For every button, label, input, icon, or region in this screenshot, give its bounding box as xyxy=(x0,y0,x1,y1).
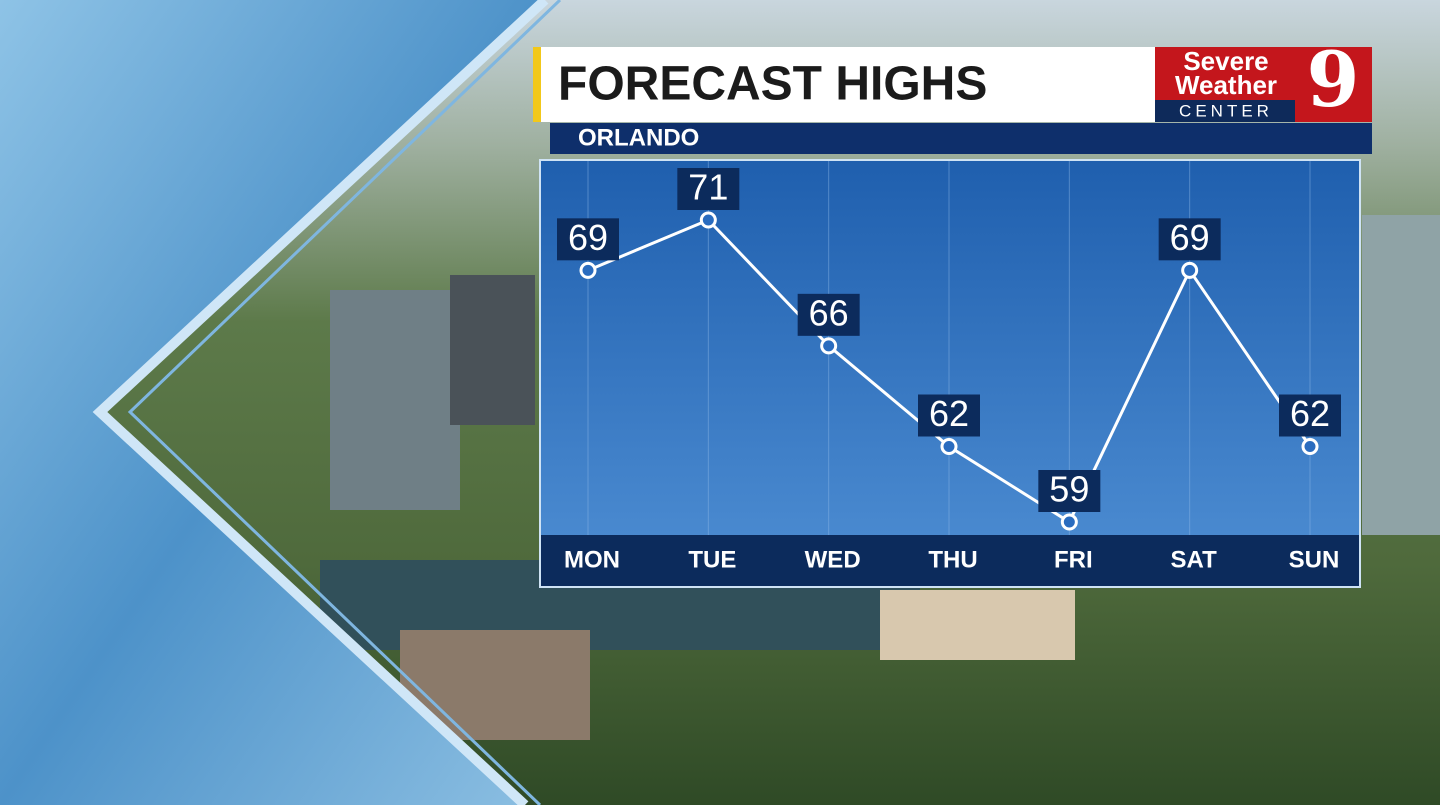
building xyxy=(1362,215,1440,535)
value-label: 66 xyxy=(809,292,849,333)
value-label-box xyxy=(1158,218,1221,261)
chart-title: FORECAST HIGHS xyxy=(558,58,987,111)
value-label-box xyxy=(1279,394,1341,437)
logo-band xyxy=(1155,100,1295,122)
chevron-edge xyxy=(127,0,562,805)
logo-number-box xyxy=(1295,47,1372,122)
x-tick-label: WED xyxy=(805,546,861,573)
title-accent xyxy=(533,47,541,122)
point xyxy=(940,438,958,455)
value-label: 71 xyxy=(688,167,728,208)
logo-text: Weather xyxy=(1175,70,1277,100)
chart-panel xyxy=(539,159,1361,588)
building xyxy=(880,590,1075,660)
point xyxy=(1060,513,1078,531)
x-tick-label: SUN xyxy=(1289,546,1340,573)
title-bar xyxy=(533,47,1155,122)
x-tick-label: TUE xyxy=(688,546,736,573)
point xyxy=(1301,438,1319,455)
value-label-box xyxy=(557,218,619,261)
value-label: 69 xyxy=(1170,217,1210,258)
chevron-edge xyxy=(92,0,549,805)
plot: MON TUE WED THU FRI SAT SUN 69 71 66 62 59 69 62 xyxy=(557,161,1341,573)
chart-subtitle: ORLANDO xyxy=(578,124,699,151)
x-tick-label: MON xyxy=(564,546,620,573)
value-label-box xyxy=(1038,470,1101,512)
logo-text: Severe xyxy=(1183,46,1268,76)
day-strip xyxy=(541,535,1359,586)
x-tick-label: SAT xyxy=(1171,546,1218,573)
value-label: 69 xyxy=(568,217,608,258)
value-label: 62 xyxy=(929,393,969,434)
building xyxy=(450,275,535,425)
value-label: 62 xyxy=(1290,393,1330,434)
left-chevron-panel xyxy=(0,0,545,805)
value-label: 59 xyxy=(1049,469,1089,510)
building xyxy=(330,290,460,510)
x-tick-label: THU xyxy=(928,546,977,573)
value-label-box xyxy=(677,168,740,210)
point xyxy=(1181,261,1199,279)
point xyxy=(699,211,717,229)
point xyxy=(820,337,838,355)
logo-number: 9 xyxy=(1307,35,1360,124)
value-label-box xyxy=(797,293,860,336)
value-label-box xyxy=(918,394,980,437)
x-tick-label: FRI xyxy=(1054,546,1093,573)
subtitle-bar xyxy=(550,123,1372,154)
logo-text: CENTER xyxy=(1179,101,1273,120)
point xyxy=(579,261,597,279)
